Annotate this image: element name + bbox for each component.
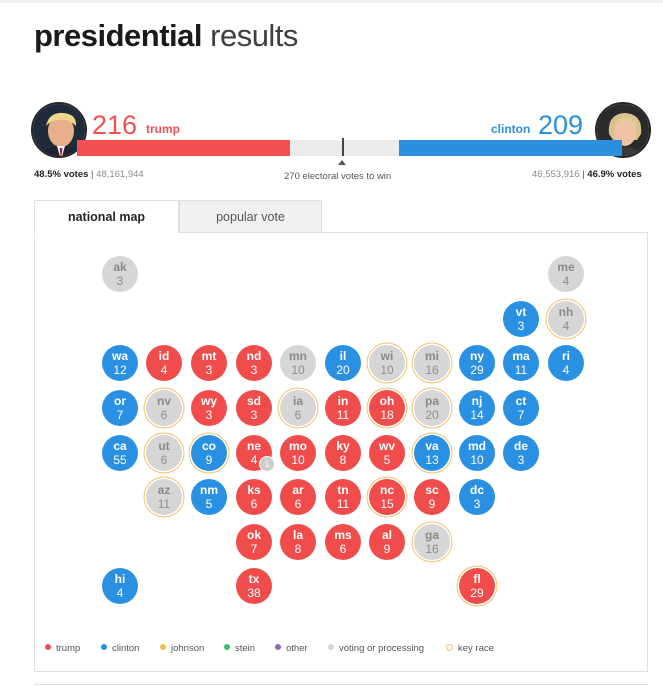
- legend-item-clinton: clinton: [101, 643, 139, 655]
- state-ks[interactable]: ks 6: [236, 479, 272, 515]
- state-nm[interactable]: nm 5: [191, 479, 227, 515]
- state-md[interactable]: md 10: [459, 435, 495, 471]
- state-nd[interactable]: nd 3: [236, 345, 272, 381]
- state-me[interactable]: me 4: [548, 256, 584, 292]
- page-title: presidential results: [34, 18, 298, 53]
- win-threshold-marker: [342, 138, 344, 156]
- state-sc[interactable]: sc 9: [414, 479, 450, 515]
- stein-dot-icon: [224, 644, 230, 651]
- other-dot-icon: [275, 644, 281, 651]
- state-mn[interactable]: mn 10: [280, 345, 316, 381]
- processing-dot-icon: [328, 644, 334, 651]
- state-mi[interactable]: mi 16: [414, 345, 450, 381]
- trump-portrait-icon: [33, 104, 85, 156]
- state-wa[interactable]: wa 12: [102, 345, 138, 381]
- trump-dot-icon: [45, 644, 51, 651]
- state-il[interactable]: il 20: [325, 345, 361, 381]
- map-panel: [34, 232, 648, 672]
- state-id[interactable]: id 4: [146, 345, 182, 381]
- tab-popular-vote[interactable]: popular vote: [179, 200, 322, 233]
- state-wv[interactable]: wv 5: [369, 435, 405, 471]
- trump-name: trump: [146, 122, 180, 136]
- trump-avatar: [31, 102, 87, 158]
- top-divider: [0, 0, 663, 3]
- state-hi[interactable]: hi 4: [102, 568, 138, 604]
- state-az[interactable]: az 11: [146, 479, 182, 515]
- state-nv[interactable]: nv 6: [146, 390, 182, 426]
- state-sd[interactable]: sd 3: [236, 390, 272, 426]
- legend-item-processing: voting or processing: [328, 643, 424, 655]
- state-al[interactable]: al 9: [369, 524, 405, 560]
- legend-item-key-race: key race: [446, 643, 494, 655]
- state-fl[interactable]: fl 29: [459, 568, 495, 604]
- clinton-dot-icon: [101, 644, 107, 651]
- clinton-name: clinton: [491, 122, 531, 136]
- to-win-label: 270 electoral votes to win: [284, 171, 392, 182]
- state-oh[interactable]: oh 18: [369, 390, 405, 426]
- state-ut[interactable]: ut 6: [146, 435, 182, 471]
- state-or[interactable]: or 7: [102, 390, 138, 426]
- state-vt[interactable]: vt 3: [503, 301, 539, 337]
- state-nh[interactable]: nh 4: [548, 301, 584, 337]
- legend-item-other: other: [275, 643, 308, 655]
- state-ca[interactable]: ca 55: [102, 435, 138, 471]
- state-ma[interactable]: ma 11: [503, 345, 539, 381]
- ne-district-badge[interactable]: 1: [259, 456, 275, 472]
- state-nj[interactable]: nj 14: [459, 390, 495, 426]
- state-wy[interactable]: wy 3: [191, 390, 227, 426]
- state-ga[interactable]: ga 16: [414, 524, 450, 560]
- trump-popular-votes: 48.5% votes | 48,161,944: [34, 169, 144, 180]
- state-ak[interactable]: ak 3: [102, 256, 138, 292]
- state-nc[interactable]: nc 15: [369, 479, 405, 515]
- state-tx[interactable]: tx 38: [236, 568, 272, 604]
- state-pa[interactable]: pa 20: [414, 390, 450, 426]
- state-mo[interactable]: mo 10: [280, 435, 316, 471]
- legend-item-johnson: johnson: [160, 643, 204, 655]
- state-la[interactable]: la 8: [280, 524, 316, 560]
- tab-national-map[interactable]: national map: [34, 200, 179, 233]
- state-ny[interactable]: ny 29: [459, 345, 495, 381]
- state-ct[interactable]: ct 7: [503, 390, 539, 426]
- state-mt[interactable]: mt 3: [191, 345, 227, 381]
- state-tn[interactable]: tn 11: [325, 479, 361, 515]
- state-ia[interactable]: ia 6: [280, 390, 316, 426]
- legend-item-stein: stein: [224, 643, 255, 655]
- state-in[interactable]: in 11: [325, 390, 361, 426]
- key-race-ring-icon: [446, 643, 453, 651]
- legend-item-trump: trump: [45, 643, 80, 655]
- clinton-popular-votes: 46,553,916 | 46.9% votes: [532, 169, 642, 180]
- clinton-electoral-bar: [399, 140, 622, 156]
- bottom-divider: [34, 684, 648, 685]
- state-va[interactable]: va 13: [414, 435, 450, 471]
- state-ri[interactable]: ri 4: [548, 345, 584, 381]
- state-co[interactable]: co 9: [191, 435, 227, 471]
- state-ok[interactable]: ok 7: [236, 524, 272, 560]
- trump-electoral-bar: [77, 140, 290, 156]
- johnson-dot-icon: [160, 644, 166, 651]
- win-threshold-arrow-icon: [338, 160, 346, 165]
- clinton-electoral-votes: 209: [538, 110, 584, 140]
- state-dc[interactable]: dc 3: [459, 479, 495, 515]
- state-ms[interactable]: ms 6: [325, 524, 361, 560]
- state-ar[interactable]: ar 6: [280, 479, 316, 515]
- trump-electoral-votes: 216: [92, 110, 138, 140]
- state-ky[interactable]: ky 8: [325, 435, 361, 471]
- state-wi[interactable]: wi 10: [369, 345, 405, 381]
- state-de[interactable]: de 3: [503, 435, 539, 471]
